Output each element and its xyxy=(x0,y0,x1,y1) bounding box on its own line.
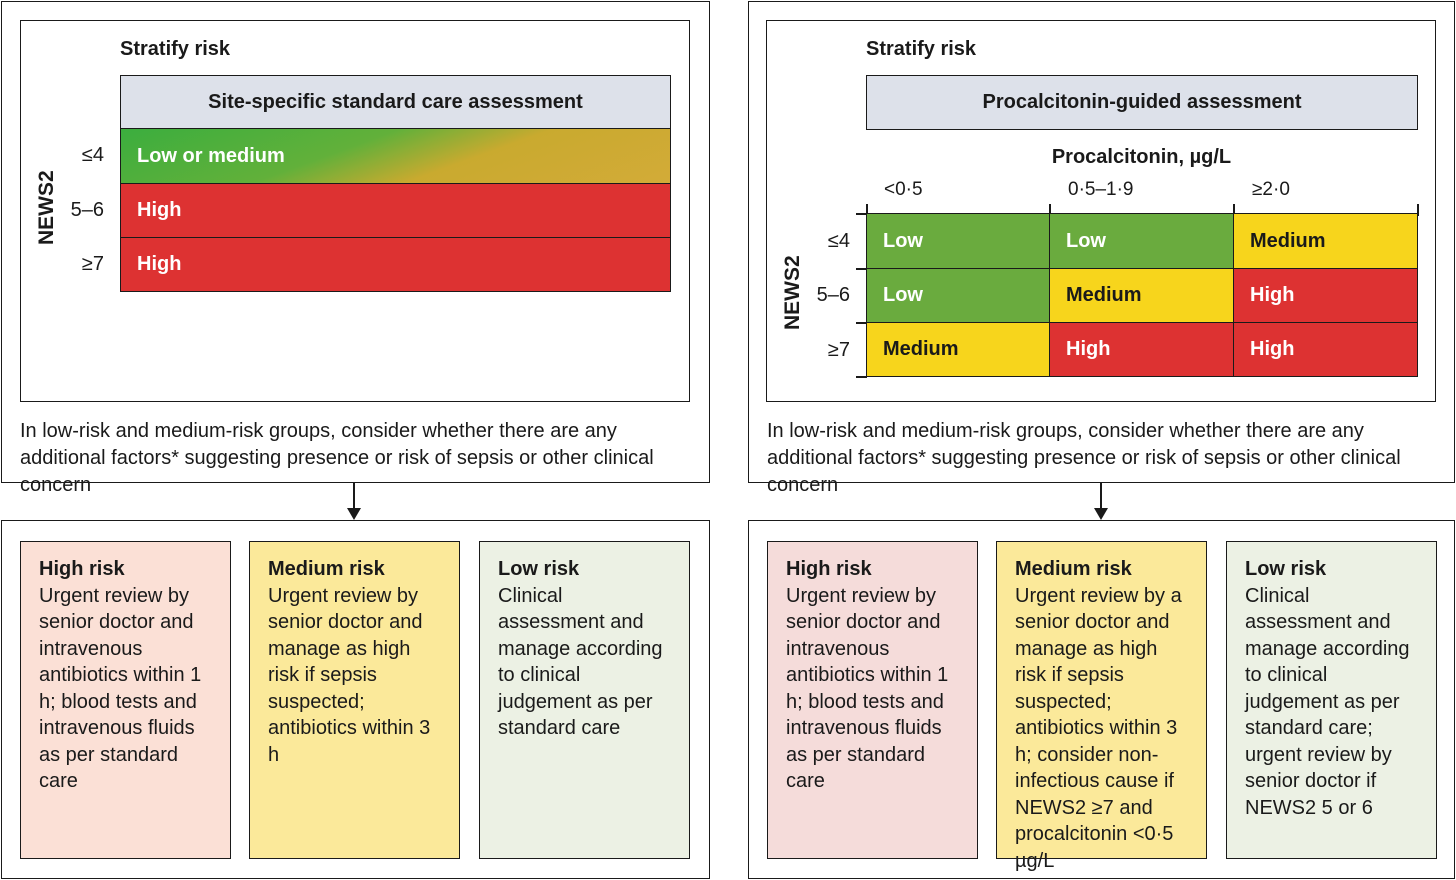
col-tick-2 xyxy=(1049,204,1051,216)
left-medium-risk-title: Medium risk xyxy=(268,558,385,580)
right-row-label-ge7: ≥7 xyxy=(827,339,850,361)
left-row-high-5-6: High xyxy=(120,183,671,238)
right-news2-axis-label: NEWS2 xyxy=(781,255,804,330)
left-high-risk-box: High risk Urgent review by senior doctor… xyxy=(20,541,231,859)
right-arrow-line xyxy=(1100,483,1102,509)
right-low-risk-title: Low risk xyxy=(1245,558,1327,580)
right-arrow-down-icon xyxy=(1094,508,1108,520)
left-assessment-header: Site-specific standard care assessment xyxy=(120,75,671,129)
left-panel-title: Stratify risk xyxy=(120,38,231,60)
right-row-label-5-6: 5–6 xyxy=(816,284,850,306)
procalcitonin-axis-label: Procalcitonin, µg/L xyxy=(1051,146,1232,168)
left-row-low-medium: Low or medium xyxy=(120,128,671,184)
col-tick-4 xyxy=(1417,204,1419,216)
col-tick-1 xyxy=(866,204,868,216)
left-news2-axis-label: NEWS2 xyxy=(35,170,58,245)
right-medium-risk-title: Medium risk xyxy=(1015,558,1132,580)
grid-cell-r2c2: Medium xyxy=(1049,268,1234,323)
grid-cell-r2c3: High xyxy=(1233,268,1418,323)
left-arrow-line xyxy=(353,483,355,509)
right-low-risk-text: Clinical assessment and manage according… xyxy=(1245,584,1410,819)
right-low-risk-box: Low risk Clinical assessment and manage … xyxy=(1226,541,1437,859)
right-additional-factors-note: In low-risk and medium-risk groups, cons… xyxy=(767,420,1401,496)
left-low-risk-title: Low risk xyxy=(498,558,580,580)
right-high-risk-text: Urgent review by senior doctor and intra… xyxy=(786,584,949,793)
left-row-label-le4: ≤4 xyxy=(81,144,104,166)
grid-cell-r2c1: Low xyxy=(866,268,1050,323)
right-medium-risk-text: Urgent review by a senior doctor and man… xyxy=(1015,584,1182,872)
left-row-label-5-6: 5–6 xyxy=(70,199,104,221)
grid-cell-r1c3: Medium xyxy=(1233,213,1418,269)
col-tick-3 xyxy=(1233,204,1235,216)
left-high-risk-text: Urgent review by senior doctor and intra… xyxy=(39,584,202,793)
right-panel-title: Stratify risk xyxy=(866,38,977,60)
grid-cell-r3c2: High xyxy=(1049,322,1234,377)
right-row-label-le4: ≤4 xyxy=(827,230,850,252)
left-medium-risk-text: Urgent review by senior doctor and manag… xyxy=(268,584,431,766)
row-tick-2 xyxy=(856,268,867,270)
right-assessment-header: Procalcitonin-guided assessment xyxy=(866,75,1418,130)
grid-cell-r1c1: Low xyxy=(866,213,1050,269)
left-row-label-ge7: ≥7 xyxy=(81,253,104,275)
row-tick-3 xyxy=(856,322,867,324)
right-medium-risk-box: Medium risk Urgent review by a senior do… xyxy=(996,541,1207,872)
right-matrix-box xyxy=(766,20,1436,402)
left-additional-factors-note: In low-risk and medium-risk groups, cons… xyxy=(20,420,654,496)
col-label-lt05: <0·5 xyxy=(884,179,923,200)
grid-cell-r3c1: Medium xyxy=(866,322,1050,377)
right-high-risk-box: High risk Urgent review by senior doctor… xyxy=(767,541,978,859)
grid-cell-r1c2: Low xyxy=(1049,213,1234,269)
row-tick-4 xyxy=(856,376,867,378)
col-label-05-19: 0·5–1·9 xyxy=(1068,179,1134,200)
left-high-risk-title: High risk xyxy=(39,558,125,580)
left-low-risk-text: Clinical assessment and manage according… xyxy=(498,584,663,740)
col-label-ge20: ≥2·0 xyxy=(1252,179,1290,200)
left-medium-risk-box: Medium risk Urgent review by senior doct… xyxy=(249,541,460,859)
left-arrow-down-icon xyxy=(347,508,361,520)
left-low-risk-box: Low risk Clinical assessment and manage … xyxy=(479,541,690,859)
row-tick-1 xyxy=(856,213,867,215)
left-matrix-box xyxy=(20,20,690,402)
left-row-high-7: High xyxy=(120,237,671,292)
right-high-risk-title: High risk xyxy=(786,558,872,580)
grid-cell-r3c3: High xyxy=(1233,322,1418,377)
